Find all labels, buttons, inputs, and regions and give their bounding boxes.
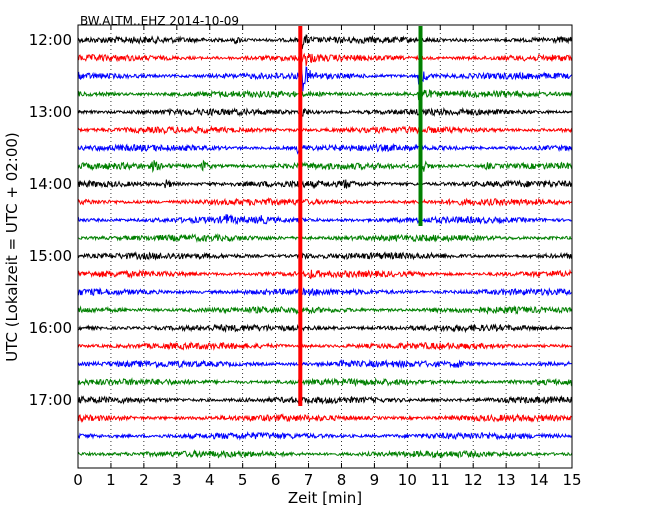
trace-1730: 17:30 (77, 431, 573, 441)
trace-1700: 17:00 (77, 394, 573, 406)
x-axis: 0 1 2 3 4 5 6 7 8 9 10 11 12 13 14 15 (73, 25, 582, 489)
trace-1715: 17:15 (77, 412, 573, 423)
trace-1215: 12:15 (77, 52, 573, 67)
x-tick-label: 14 (530, 471, 549, 489)
x-tick-label: 8 (337, 471, 347, 489)
x-tick-label: 9 (370, 471, 380, 489)
plot-frame (77, 24, 573, 469)
x-tick-label: 6 (271, 471, 281, 489)
trace-1230: 12:30 (77, 60, 573, 92)
x-tick-label: 10 (398, 471, 417, 489)
trace-1600: 16:00 (77, 323, 573, 334)
y-tick-label: 17:00 (29, 391, 72, 409)
trace-1245: 12:45 (77, 89, 573, 104)
x-tick-label: 13 (497, 471, 516, 489)
trace-1545: 15:45 (77, 305, 573, 316)
x-tick-label: 1 (106, 471, 116, 489)
event-spike-red (298, 26, 303, 406)
x-tick-label: 4 (205, 471, 215, 489)
trace-1645: 16:45 (77, 377, 573, 388)
x-axis-title: Zeit [min] (288, 489, 362, 507)
trace-1330: 13:30 (77, 142, 573, 155)
y-tick-label: 15:00 (29, 247, 72, 265)
trace-1745: 17:45 (77, 449, 573, 459)
trace-1345: 13:45 (77, 159, 573, 174)
x-tick-label: 0 (73, 471, 83, 489)
trace-1400: 14:00 (77, 179, 573, 190)
y-tick-label: 12:00 (29, 31, 72, 49)
trace-1315: 13:15 (77, 125, 573, 135)
y-axis: 12:00 13:00 14:00 15:00 16:00 17:00 (29, 31, 572, 409)
trace-1200: 12:00 (77, 34, 573, 50)
trace-1515: 15:15 (77, 268, 573, 280)
y-axis-title: UTC (Lokalzeit = UTC + 02:00) (3, 132, 21, 362)
trace-1630: 16:30 (77, 359, 573, 369)
x-tick-label: 3 (172, 471, 182, 489)
x-tick-label: 12 (464, 471, 483, 489)
x-tick-label: 15 (562, 471, 581, 489)
x-tick-label: 7 (304, 471, 314, 489)
trace-1530: 15:30 (77, 287, 573, 297)
trace-1500: 15:00 (77, 251, 573, 261)
x-tick-label: 2 (139, 471, 149, 489)
y-tick-label: 14:00 (29, 175, 72, 193)
x-tick-label: 11 (431, 471, 450, 489)
trace-1445: 14:45 (77, 233, 573, 243)
x-tick-label: 5 (238, 471, 248, 489)
trace-1430: 14:30 (77, 213, 573, 225)
trace-1415: 14:15 (77, 197, 573, 207)
y-tick-label: 16:00 (29, 319, 72, 337)
trace-1300: 13:00 (77, 106, 573, 118)
event-spike-green (418, 26, 423, 226)
chart-title: BW.ALTM..EHZ 2014-10-09 (80, 14, 239, 28)
trace-1615: 16:15 (77, 341, 573, 351)
y-tick-label: 13:00 (29, 103, 72, 121)
